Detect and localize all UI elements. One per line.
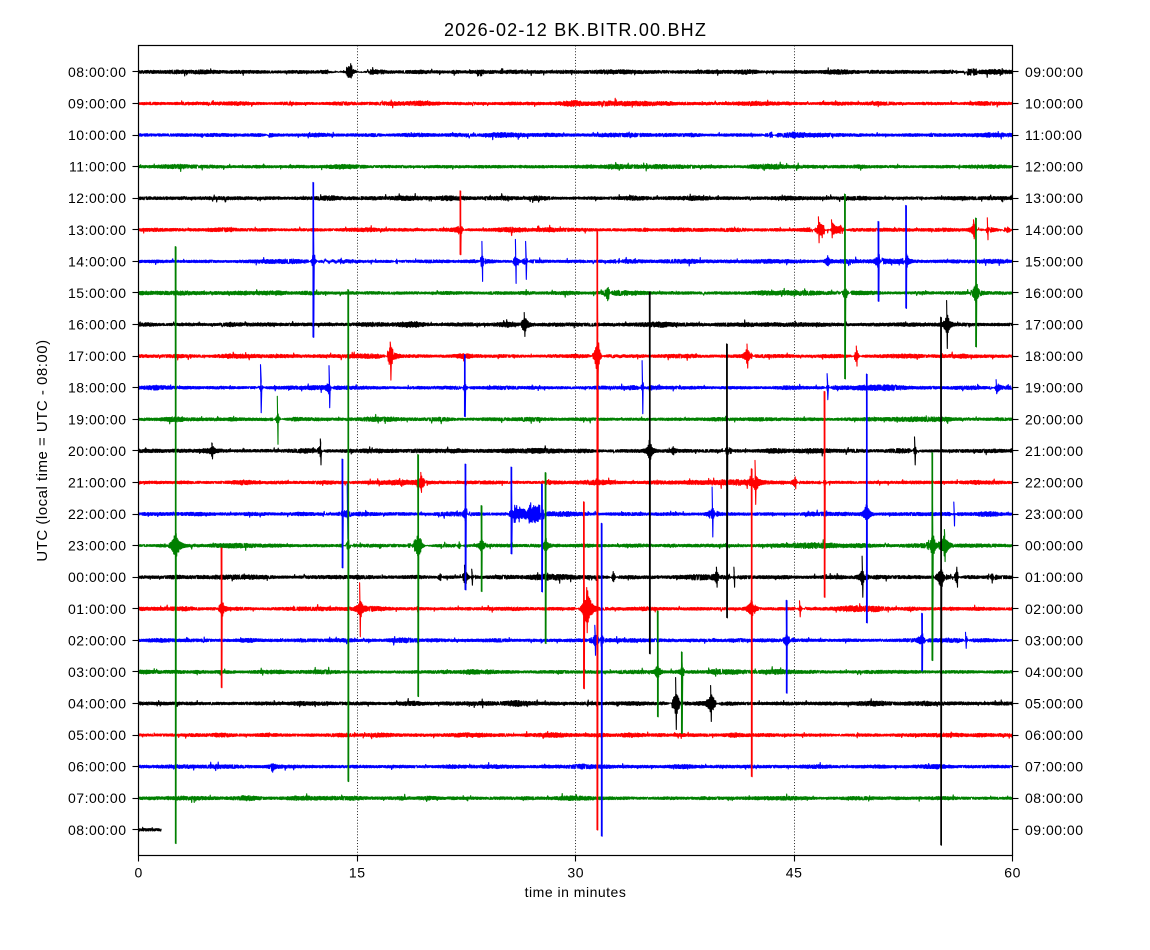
svg-text:18:00:00: 18:00:00	[1025, 348, 1084, 364]
svg-text:20:00:00: 20:00:00	[1025, 411, 1084, 427]
svg-text:00:00:00: 00:00:00	[1025, 538, 1084, 554]
svg-text:04:00:00: 04:00:00	[1025, 664, 1084, 680]
svg-text:16:00:00: 16:00:00	[1025, 285, 1084, 301]
svg-text:05:00:00: 05:00:00	[1025, 696, 1084, 712]
svg-text:23:00:00: 23:00:00	[1025, 506, 1084, 522]
svg-text:19:00:00: 19:00:00	[68, 411, 127, 427]
svg-text:14:00:00: 14:00:00	[1025, 222, 1084, 238]
svg-text:UTC (local time = UTC - 08:00): UTC (local time = UTC - 08:00)	[34, 339, 51, 561]
svg-text:07:00:00: 07:00:00	[1025, 759, 1084, 775]
svg-text:21:00:00: 21:00:00	[1025, 443, 1084, 459]
svg-text:15:00:00: 15:00:00	[68, 285, 127, 301]
svg-text:10:00:00: 10:00:00	[68, 127, 127, 143]
svg-text:14:00:00: 14:00:00	[68, 253, 127, 269]
svg-text:60: 60	[1004, 865, 1021, 881]
svg-text:15:00:00: 15:00:00	[1025, 253, 1084, 269]
svg-text:06:00:00: 06:00:00	[68, 759, 127, 775]
svg-text:02:00:00: 02:00:00	[1025, 601, 1084, 617]
svg-text:06:00:00: 06:00:00	[1025, 727, 1084, 743]
svg-text:04:00:00: 04:00:00	[68, 696, 127, 712]
svg-text:07:00:00: 07:00:00	[68, 790, 127, 806]
svg-text:16:00:00: 16:00:00	[68, 317, 127, 333]
svg-text:15: 15	[349, 865, 366, 881]
svg-text:23:00:00: 23:00:00	[68, 538, 127, 554]
svg-text:12:00:00: 12:00:00	[68, 190, 127, 206]
svg-text:time in minutes: time in minutes	[525, 884, 627, 900]
svg-text:01:00:00: 01:00:00	[1025, 569, 1084, 585]
svg-text:13:00:00: 13:00:00	[1025, 190, 1084, 206]
svg-text:03:00:00: 03:00:00	[1025, 632, 1084, 648]
svg-text:08:00:00: 08:00:00	[68, 822, 127, 838]
svg-text:10:00:00: 10:00:00	[1025, 96, 1084, 112]
svg-text:20:00:00: 20:00:00	[68, 443, 127, 459]
svg-text:09:00:00: 09:00:00	[1025, 64, 1084, 80]
svg-text:45: 45	[786, 865, 803, 881]
svg-text:17:00:00: 17:00:00	[68, 348, 127, 364]
svg-text:08:00:00: 08:00:00	[1025, 790, 1084, 806]
svg-text:17:00:00: 17:00:00	[1025, 317, 1084, 333]
svg-text:02:00:00: 02:00:00	[68, 632, 127, 648]
svg-text:09:00:00: 09:00:00	[1025, 822, 1084, 838]
svg-text:0: 0	[135, 865, 143, 881]
svg-text:2026-02-12 BK.BITR.00.BHZ: 2026-02-12 BK.BITR.00.BHZ	[444, 20, 707, 40]
svg-text:21:00:00: 21:00:00	[68, 474, 127, 490]
svg-text:19:00:00: 19:00:00	[1025, 380, 1084, 396]
svg-text:11:00:00: 11:00:00	[1025, 127, 1082, 143]
svg-text:22:00:00: 22:00:00	[68, 506, 127, 522]
svg-text:30: 30	[567, 865, 584, 881]
svg-text:22:00:00: 22:00:00	[1025, 474, 1084, 490]
svg-text:13:00:00: 13:00:00	[68, 222, 127, 238]
svg-text:00:00:00: 00:00:00	[68, 569, 127, 585]
svg-text:05:00:00: 05:00:00	[68, 727, 127, 743]
svg-text:03:00:00: 03:00:00	[68, 664, 127, 680]
svg-text:01:00:00: 01:00:00	[68, 601, 127, 617]
svg-text:08:00:00: 08:00:00	[68, 64, 127, 80]
svg-text:12:00:00: 12:00:00	[1025, 159, 1084, 175]
svg-text:11:00:00: 11:00:00	[69, 159, 126, 175]
svg-text:09:00:00: 09:00:00	[68, 96, 127, 112]
svg-text:18:00:00: 18:00:00	[68, 380, 127, 396]
